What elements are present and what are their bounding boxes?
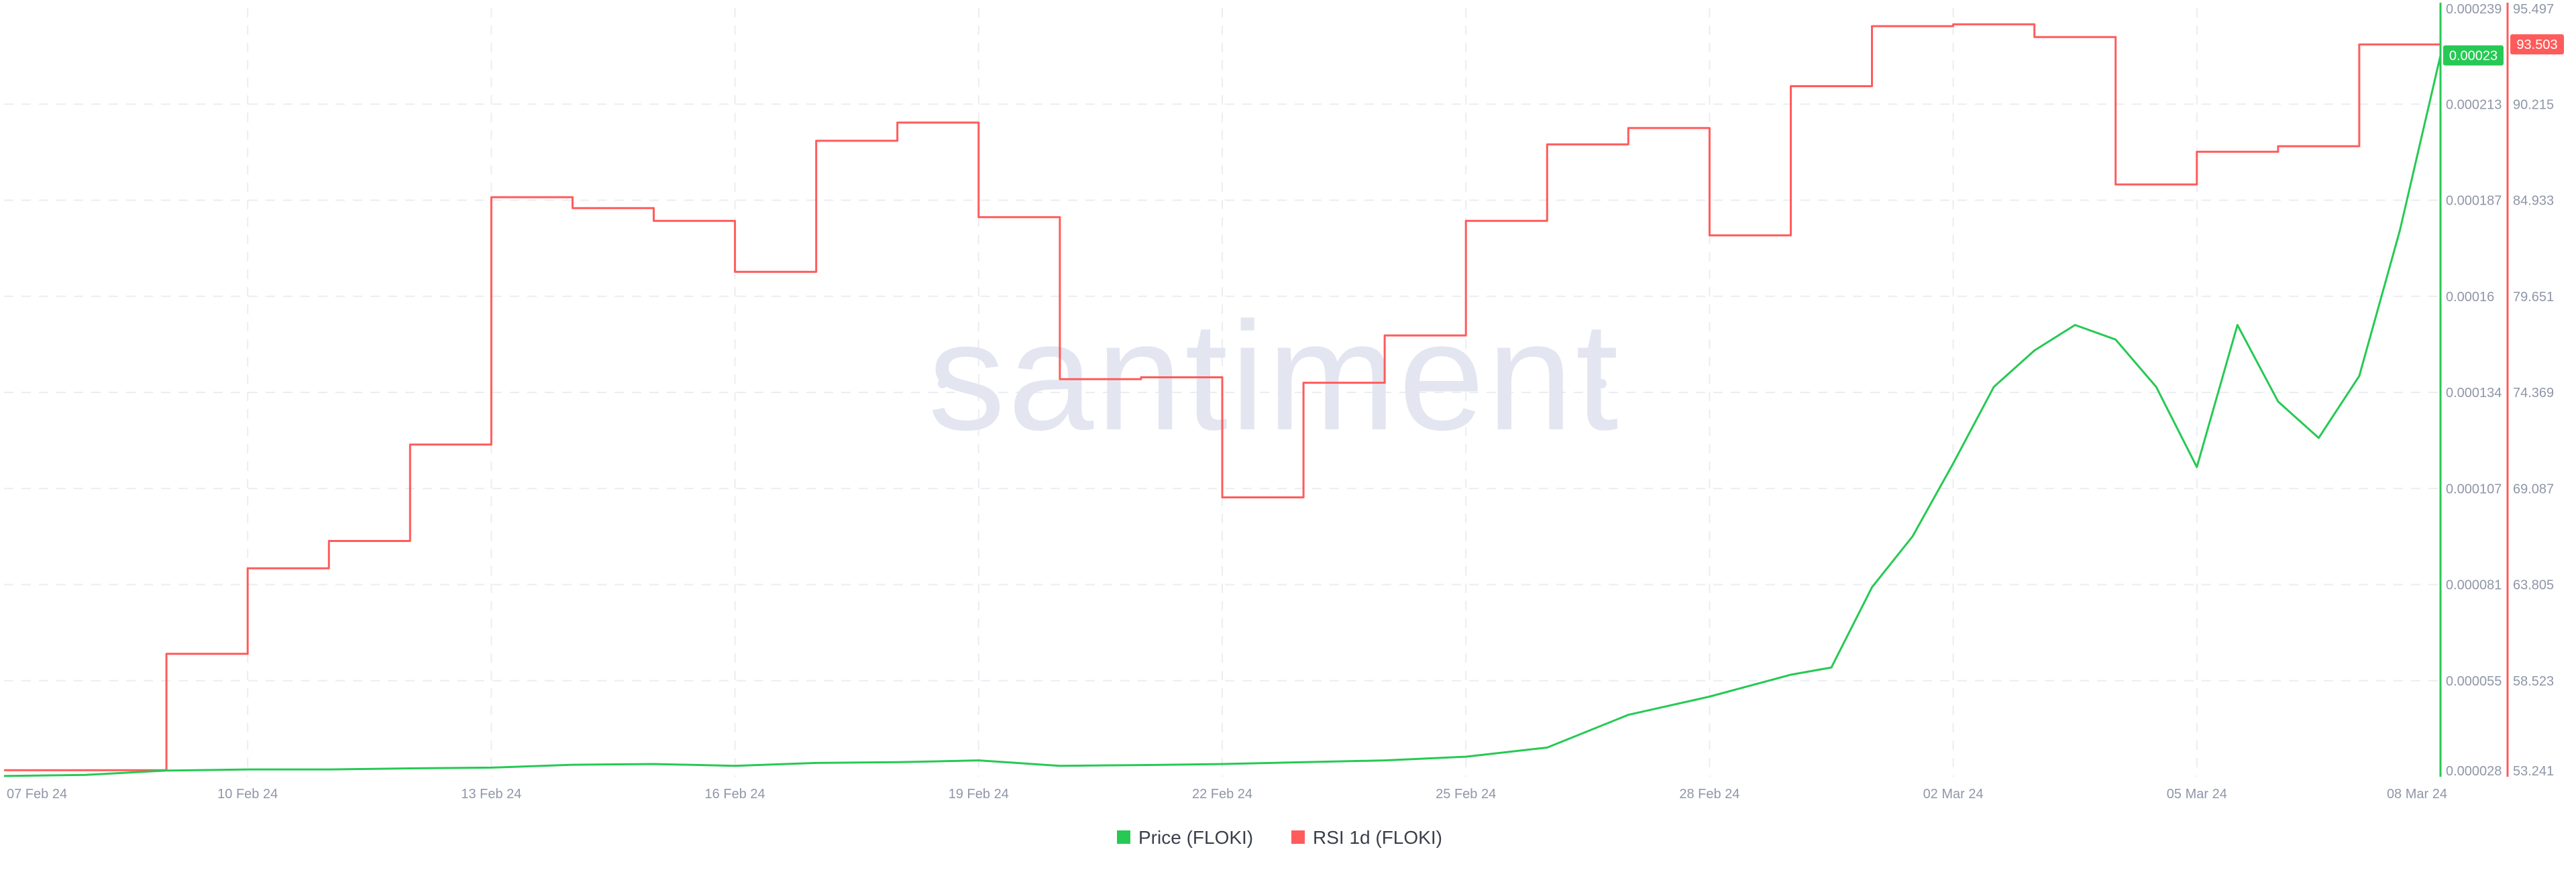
x-tick-label: 08 Mar 24 bbox=[2387, 787, 2447, 802]
axes: 07 Feb 24 10 Feb 24 13 Feb 24 16 Feb 24 19 F… bbox=[7, 2, 2554, 802]
price-value-badge bbox=[2443, 45, 2504, 66]
rsi-tick-label: 74.369 bbox=[2513, 386, 2554, 400]
price-tick-label: 0.000055 bbox=[2446, 674, 2502, 689]
rsi-value-badge bbox=[2510, 34, 2564, 55]
x-tick-label: 22 Feb 24 bbox=[1192, 787, 1252, 802]
series-lines bbox=[3, 23, 2442, 777]
price-tick-label: 0.000239 bbox=[2446, 2, 2502, 17]
x-tick-label: 28 Feb 24 bbox=[1679, 787, 1739, 802]
santiment-watermark: santiment bbox=[928, 290, 1621, 462]
rsi-tick-label: 79.651 bbox=[2513, 290, 2554, 305]
x-tick-label: 25 Feb 24 bbox=[1436, 787, 1496, 802]
x-tick-label: 02 Mar 24 bbox=[1923, 787, 1984, 802]
x-tick-label: 07 Feb 24 bbox=[7, 787, 67, 802]
legend: Price (FLOKI) RSI 1d (FLOKI) bbox=[1117, 827, 1442, 848]
legend-label: Price (FLOKI) bbox=[1138, 827, 1253, 848]
price-tick-label: 0.000028 bbox=[2446, 764, 2502, 779]
rsi-value-badge-label: 93.503 bbox=[2516, 38, 2557, 52]
watermark-dot-left bbox=[938, 379, 947, 388]
price-tick-label: 0.00016 bbox=[2446, 290, 2494, 305]
rsi-series-line bbox=[4, 23, 2440, 771]
rsi-tick-label: 58.523 bbox=[2513, 674, 2554, 689]
price-value-badge-label: 0.00023 bbox=[2449, 49, 2498, 64]
legend-swatch bbox=[1291, 830, 1305, 844]
price-tick-label: 0.000134 bbox=[2446, 386, 2502, 400]
price-tick-label: 0.000187 bbox=[2446, 194, 2502, 209]
price-tick-label: 0.000213 bbox=[2446, 97, 2502, 112]
x-tick-label: 05 Mar 24 bbox=[2167, 787, 2227, 802]
legend-swatch bbox=[1117, 830, 1130, 844]
rsi-tick-label: 95.497 bbox=[2513, 2, 2554, 17]
x-tick-label: 19 Feb 24 bbox=[949, 787, 1009, 802]
x-tick-label: 13 Feb 24 bbox=[461, 787, 521, 802]
legend-label: RSI 1d (FLOKI) bbox=[1313, 827, 1442, 848]
rsi-tick-label: 90.215 bbox=[2513, 97, 2554, 112]
price-series-line bbox=[3, 55, 2442, 777]
x-tick-label: 16 Feb 24 bbox=[705, 787, 765, 802]
x-tick-label: 10 Feb 24 bbox=[217, 787, 278, 802]
price-tick-label: 0.000107 bbox=[2446, 482, 2502, 496]
rsi-tick-label: 84.933 bbox=[2513, 194, 2554, 209]
rsi-tick-label: 63.805 bbox=[2513, 578, 2554, 593]
watermark-dot-right bbox=[1597, 379, 1607, 388]
rsi-tick-label: 53.241 bbox=[2513, 764, 2554, 779]
price-tick-label: 0.000081 bbox=[2446, 578, 2502, 593]
current-value-badges: 0.00023 93.503 bbox=[2443, 34, 2564, 66]
rsi-tick-label: 69.087 bbox=[2513, 482, 2554, 496]
